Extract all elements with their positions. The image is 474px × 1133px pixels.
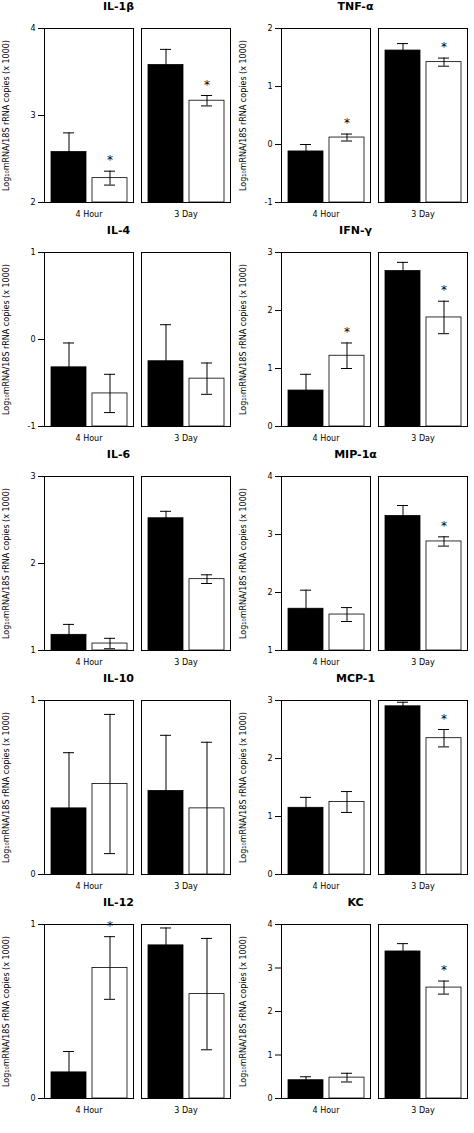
svg-text:2: 2 <box>30 559 35 568</box>
svg-text:1: 1 <box>267 82 272 91</box>
svg-text:Log₁₀mRNA/18S rRNA copies (x 1: Log₁₀mRNA/18S rRNA copies (x 1000) <box>2 488 11 639</box>
svg-text:1: 1 <box>30 248 35 257</box>
svg-text:4 Hour: 4 Hour <box>76 882 104 891</box>
svg-text:3: 3 <box>267 696 272 705</box>
svg-text:*: * <box>441 963 447 977</box>
svg-text:*: * <box>441 40 447 54</box>
svg-text:2: 2 <box>267 306 272 315</box>
svg-text:4 Hour: 4 Hour <box>313 882 341 891</box>
svg-text:2: 2 <box>267 588 272 597</box>
svg-text:3 Day: 3 Day <box>174 434 198 443</box>
svg-text:0: 0 <box>267 140 272 149</box>
svg-text:4 Hour: 4 Hour <box>76 658 104 667</box>
html-text:IL-1β: IL-1β <box>102 0 135 13</box>
svg-text:3 Day: 3 Day <box>411 210 435 219</box>
svg-text:Log₁₀mRNA/18S rRNA copies (x 1: Log₁₀mRNA/18S rRNA copies (x 1000) <box>239 936 248 1087</box>
svg-text:4 Hour: 4 Hour <box>313 1106 341 1115</box>
svg-text:1: 1 <box>30 646 35 655</box>
svg-text:1: 1 <box>267 364 272 373</box>
svg-text:3: 3 <box>267 530 272 539</box>
svg-text:3: 3 <box>267 964 272 973</box>
svg-text:3 Day: 3 Day <box>411 882 435 891</box>
svg-text:4 Hour: 4 Hour <box>76 1106 104 1115</box>
svg-text:3: 3 <box>267 248 272 257</box>
svg-text:1: 1 <box>30 696 35 705</box>
svg-text:4 Hour: 4 Hour <box>76 434 104 443</box>
svg-text:*: * <box>441 712 447 726</box>
html-text:IL-4: IL-4 <box>106 224 131 237</box>
svg-text:2: 2 <box>267 24 272 33</box>
svg-text:0: 0 <box>267 422 272 431</box>
svg-text:0: 0 <box>30 870 35 879</box>
svg-text:4 Hour: 4 Hour <box>313 434 341 443</box>
svg-text:*: * <box>107 153 113 167</box>
svg-text:*: * <box>344 325 350 339</box>
html-text:IL-10: IL-10 <box>103 672 134 685</box>
html-text:TNF-α: TNF-α <box>337 0 374 13</box>
html-text:MCP-1: MCP-1 <box>335 672 375 685</box>
svg-text:4: 4 <box>30 24 35 33</box>
svg-text:0: 0 <box>267 1094 272 1103</box>
html-text:IL-6: IL-6 <box>106 448 131 461</box>
svg-text:0: 0 <box>30 1094 35 1103</box>
svg-text:0: 0 <box>267 870 272 879</box>
svg-text:Log₁₀mRNA/18S rRNA copies (x 1: Log₁₀mRNA/18S rRNA copies (x 1000) <box>239 40 248 191</box>
svg-text:Log₁₀mRNA/18S rRNA copies (x 1: Log₁₀mRNA/18S rRNA copies (x 1000) <box>2 712 11 863</box>
svg-text:3 Day: 3 Day <box>411 434 435 443</box>
html-text:IL-12: IL-12 <box>103 896 134 909</box>
svg-text:-1: -1 <box>28 422 36 431</box>
svg-text:3 Day: 3 Day <box>411 1106 435 1115</box>
svg-text:*: * <box>441 283 447 297</box>
svg-text:*: * <box>107 919 113 933</box>
svg-text:3 Day: 3 Day <box>174 658 198 667</box>
html-text:IFN-γ: IFN-γ <box>339 224 372 237</box>
svg-text:3 Day: 3 Day <box>174 1106 198 1115</box>
svg-text:*: * <box>441 519 447 533</box>
html-text:KC: KC <box>347 896 364 909</box>
svg-text:4 Hour: 4 Hour <box>313 658 341 667</box>
svg-text:*: * <box>204 78 210 92</box>
svg-text:1: 1 <box>267 812 272 821</box>
svg-text:4: 4 <box>267 472 272 481</box>
svg-text:4 Hour: 4 Hour <box>76 210 104 219</box>
svg-text:1: 1 <box>30 920 35 929</box>
svg-text:3: 3 <box>30 111 35 120</box>
svg-text:2: 2 <box>267 1007 272 1016</box>
svg-text:0: 0 <box>30 335 35 344</box>
svg-text:3 Day: 3 Day <box>174 882 198 891</box>
svg-text:-1: -1 <box>265 198 273 207</box>
svg-text:1: 1 <box>267 1051 272 1060</box>
svg-text:Log₁₀mRNA/18S rRNA copies (x 1: Log₁₀mRNA/18S rRNA copies (x 1000) <box>239 712 248 863</box>
svg-text:3 Day: 3 Day <box>411 658 435 667</box>
svg-text:Log₁₀mRNA/18S rRNA copies (x 1: Log₁₀mRNA/18S rRNA copies (x 1000) <box>239 264 248 415</box>
html-text:MIP-1α: MIP-1α <box>334 448 377 461</box>
svg-text:2: 2 <box>267 754 272 763</box>
svg-text:3 Day: 3 Day <box>174 210 198 219</box>
svg-text:Log₁₀mRNA/18S rRNA copies (x 1: Log₁₀mRNA/18S rRNA copies (x 1000) <box>2 264 11 415</box>
svg-text:Log₁₀mRNA/18S rRNA copies (x 1: Log₁₀mRNA/18S rRNA copies (x 1000) <box>2 936 11 1087</box>
svg-text:Log₁₀mRNA/18S rRNA copies (x 1: Log₁₀mRNA/18S rRNA copies (x 1000) <box>239 488 248 639</box>
svg-text:Log₁₀mRNA/18S rRNA copies (x 1: Log₁₀mRNA/18S rRNA copies (x 1000) <box>2 40 11 191</box>
svg-text:*: * <box>344 116 350 130</box>
svg-text:4: 4 <box>267 920 272 929</box>
svg-text:2: 2 <box>30 198 35 207</box>
svg-text:4 Hour: 4 Hour <box>313 210 341 219</box>
svg-text:3: 3 <box>30 472 35 481</box>
svg-text:1: 1 <box>267 646 272 655</box>
